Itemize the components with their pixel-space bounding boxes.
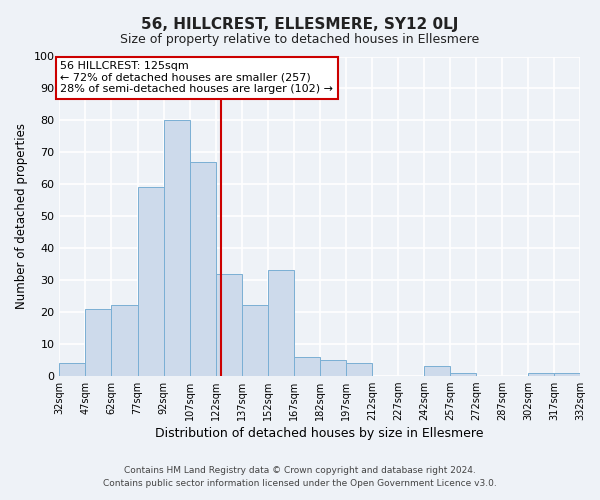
X-axis label: Distribution of detached houses by size in Ellesmere: Distribution of detached houses by size … (155, 427, 484, 440)
Bar (190, 162, 215, 376)
Bar (293, 356, 320, 376)
Bar (320, 360, 346, 376)
Bar (528, 372, 554, 376)
Y-axis label: Number of detached properties: Number of detached properties (15, 123, 28, 309)
Text: Size of property relative to detached houses in Ellesmere: Size of property relative to detached ho… (121, 32, 479, 46)
Bar (242, 306, 268, 376)
Bar (215, 274, 242, 376)
Bar (85, 308, 112, 376)
Bar (424, 366, 450, 376)
Bar (450, 372, 476, 376)
Bar (112, 306, 137, 376)
Bar (554, 372, 580, 376)
Text: 56 HILLCREST: 125sqm
← 72% of detached houses are smaller (257)
28% of semi-deta: 56 HILLCREST: 125sqm ← 72% of detached h… (60, 62, 333, 94)
Bar (59, 363, 85, 376)
Bar (137, 188, 164, 376)
Bar (164, 120, 190, 376)
Text: 56, HILLCREST, ELLESMERE, SY12 0LJ: 56, HILLCREST, ELLESMERE, SY12 0LJ (142, 18, 458, 32)
Bar (268, 270, 293, 376)
Bar (346, 363, 372, 376)
Text: Contains HM Land Registry data © Crown copyright and database right 2024.
Contai: Contains HM Land Registry data © Crown c… (103, 466, 497, 487)
